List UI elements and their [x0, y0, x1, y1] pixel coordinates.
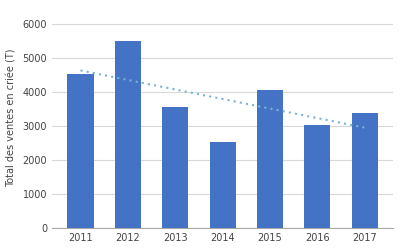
Bar: [68, 74, 94, 228]
Bar: [352, 114, 378, 228]
Bar: [210, 142, 236, 228]
Bar: [162, 107, 188, 228]
Bar: [115, 41, 141, 228]
Y-axis label: Total des ventes en criée (T): Total des ventes en criée (T): [7, 48, 17, 187]
Bar: [257, 90, 283, 228]
Bar: [304, 125, 330, 228]
